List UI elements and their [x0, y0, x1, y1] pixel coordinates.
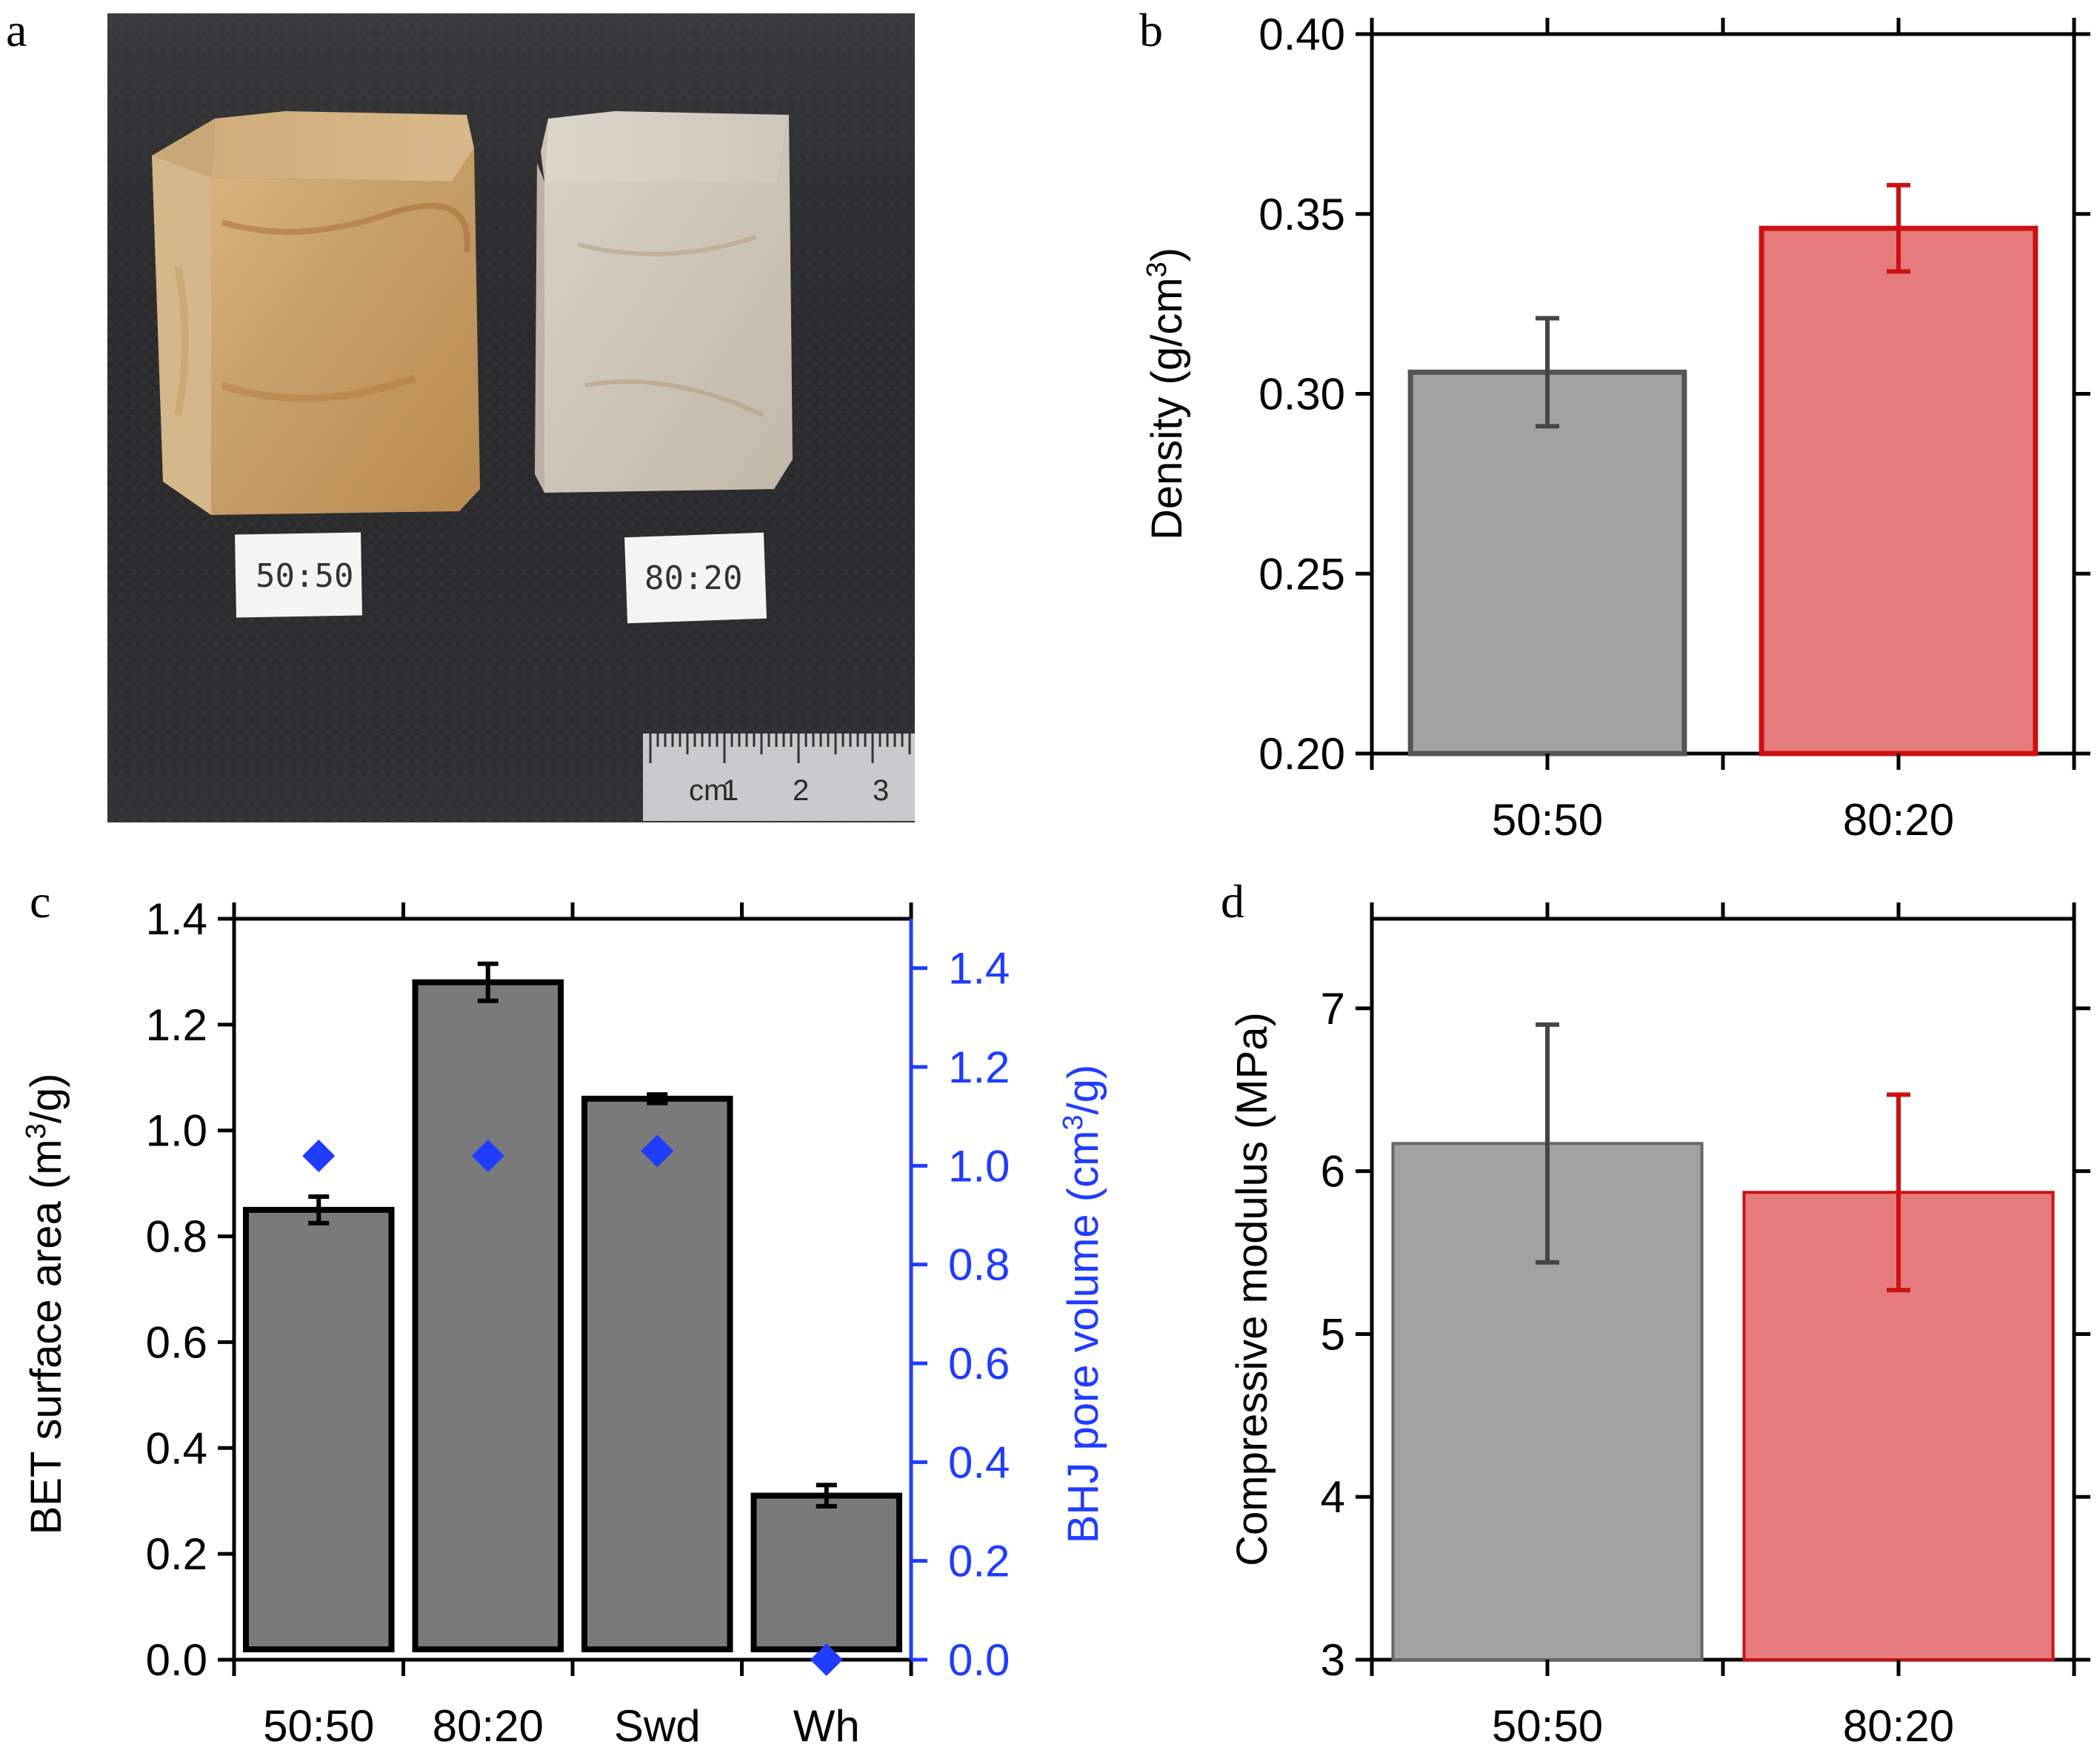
y-tick-label: 5 [1321, 1309, 1345, 1359]
bar-80-20 [1759, 225, 2039, 757]
error-bar-wh [816, 1483, 837, 1509]
y-tick-label: 0.20 [1259, 729, 1345, 779]
panel-b-label: b [1139, 4, 1163, 56]
sample-tag-80-20: 80:20 [624, 532, 767, 624]
y-tick-label: 1.2 [146, 1000, 207, 1050]
y2-tick-label: 1.0 [948, 1141, 1010, 1191]
error-bar-50-50 [1536, 316, 1559, 429]
error-bar-50-50 [1536, 1022, 1559, 1265]
svg-text:80:20: 80:20 [644, 559, 742, 597]
y-tick-label: 3 [1321, 1635, 1345, 1685]
y2-tick-label: 0.8 [948, 1240, 1010, 1290]
y-tick-label: 0.6 [146, 1317, 207, 1367]
pore-volume-point-wh [810, 1643, 843, 1676]
y-tick-label: 0.4 [146, 1423, 207, 1473]
bar-80-20 [412, 979, 564, 1652]
y2-axis-title: BHJ pore volume (cm3/g) [1058, 1065, 1107, 1543]
y-tick-label: 0.8 [146, 1212, 207, 1262]
error-bar-swd [647, 1092, 668, 1105]
photo-panel-a: 50:50 80:20 cm 1 2 3 [107, 13, 915, 822]
bar-wh [750, 1492, 903, 1652]
ruler-tick-1: 1 [722, 774, 739, 807]
sample-cube-80-20 [535, 111, 793, 493]
x-tick-label-50-50: 50:50 [1492, 1701, 1603, 1751]
y-tick-label: 1.4 [146, 894, 207, 944]
y-tick-label: 0.25 [1259, 549, 1345, 599]
error-bar-80-20 [1887, 1092, 1910, 1293]
chart-density: 50:50 80:20 0.20 0.25 0.30 0.35 0.40 Density (g… [1141, 10, 2090, 845]
y2-tick-label: 0.0 [948, 1635, 1010, 1685]
y-axis-title: Density (g/cm3) [1141, 247, 1191, 540]
y-axis-title: BET surface area (m3/g) [21, 1074, 70, 1535]
svg-text:50:50: 50:50 [256, 557, 353, 595]
y2-tick-label: 1.4 [948, 944, 1010, 994]
x-tick-label-80-20: 80:20 [1843, 1701, 1954, 1751]
y-tick-label: 0.40 [1259, 10, 1345, 59]
x-tick-label-50-50: 50:50 [263, 1701, 374, 1751]
sample-cube-50-50 [152, 111, 480, 515]
x-tick-label-80-20: 80:20 [1843, 795, 1954, 845]
y-tick-label: 0.0 [146, 1635, 207, 1685]
ruler-tick-2: 2 [793, 774, 809, 807]
chart-bet-surface-area: 50:50 80:20 Swd Wh 0.0 0.2 0.4 0.6 0.8 1.0 1.2 1.4 0… [21, 894, 1107, 1751]
y-tick-label: 4 [1321, 1472, 1345, 1522]
y-tick-label: 7 [1321, 984, 1345, 1034]
pore-volume-point-80-20 [471, 1140, 504, 1172]
y-tick-label: 0.30 [1259, 370, 1345, 419]
panel-c-label: c [30, 875, 50, 928]
y-tick-label: 0.35 [1259, 190, 1345, 239]
y-axis-title: Compressive modulus (MPa) [1228, 1012, 1276, 1566]
x-tick-label-swd: Swd [614, 1701, 701, 1751]
sample-tag-50-50: 50:50 [235, 532, 362, 618]
y2-tick-label: 0.2 [948, 1537, 1010, 1586]
ruler-tick-3: 3 [873, 774, 889, 807]
pore-volume-point-50-50 [302, 1140, 336, 1172]
y-tick-label: 6 [1321, 1147, 1345, 1197]
error-bar-80-20 [477, 961, 499, 1003]
x-tick-label-80-20: 80:20 [433, 1701, 544, 1751]
bar-swd [581, 1095, 733, 1653]
error-bar-50-50 [308, 1194, 330, 1226]
scale-ruler: cm 1 2 3 [643, 734, 915, 821]
bar-50-50 [242, 1206, 395, 1653]
panel-a-label: a [6, 4, 27, 56]
ruler-unit: cm [689, 774, 728, 807]
chart-compressive-modulus: 50:50 80:20 3 4 5 6 7 Compressive modulus (MPa) [1228, 902, 2090, 1751]
y2-tick-label: 0.4 [948, 1437, 1010, 1487]
y2-tick-label: 1.2 [948, 1043, 1010, 1092]
bar-50-50 [1407, 369, 1687, 757]
y2-tick-label: 0.6 [948, 1339, 1010, 1389]
x-tick-label-wh: Wh [793, 1701, 860, 1751]
x-tick-label-50-50: 50:50 [1492, 795, 1603, 845]
y-tick-label: 0.2 [146, 1529, 207, 1579]
pore-volume-point-swd [641, 1134, 674, 1168]
y-tick-label: 1.0 [146, 1106, 207, 1156]
error-bar-80-20 [1887, 182, 1910, 274]
panel-d-label: d [1221, 875, 1244, 928]
